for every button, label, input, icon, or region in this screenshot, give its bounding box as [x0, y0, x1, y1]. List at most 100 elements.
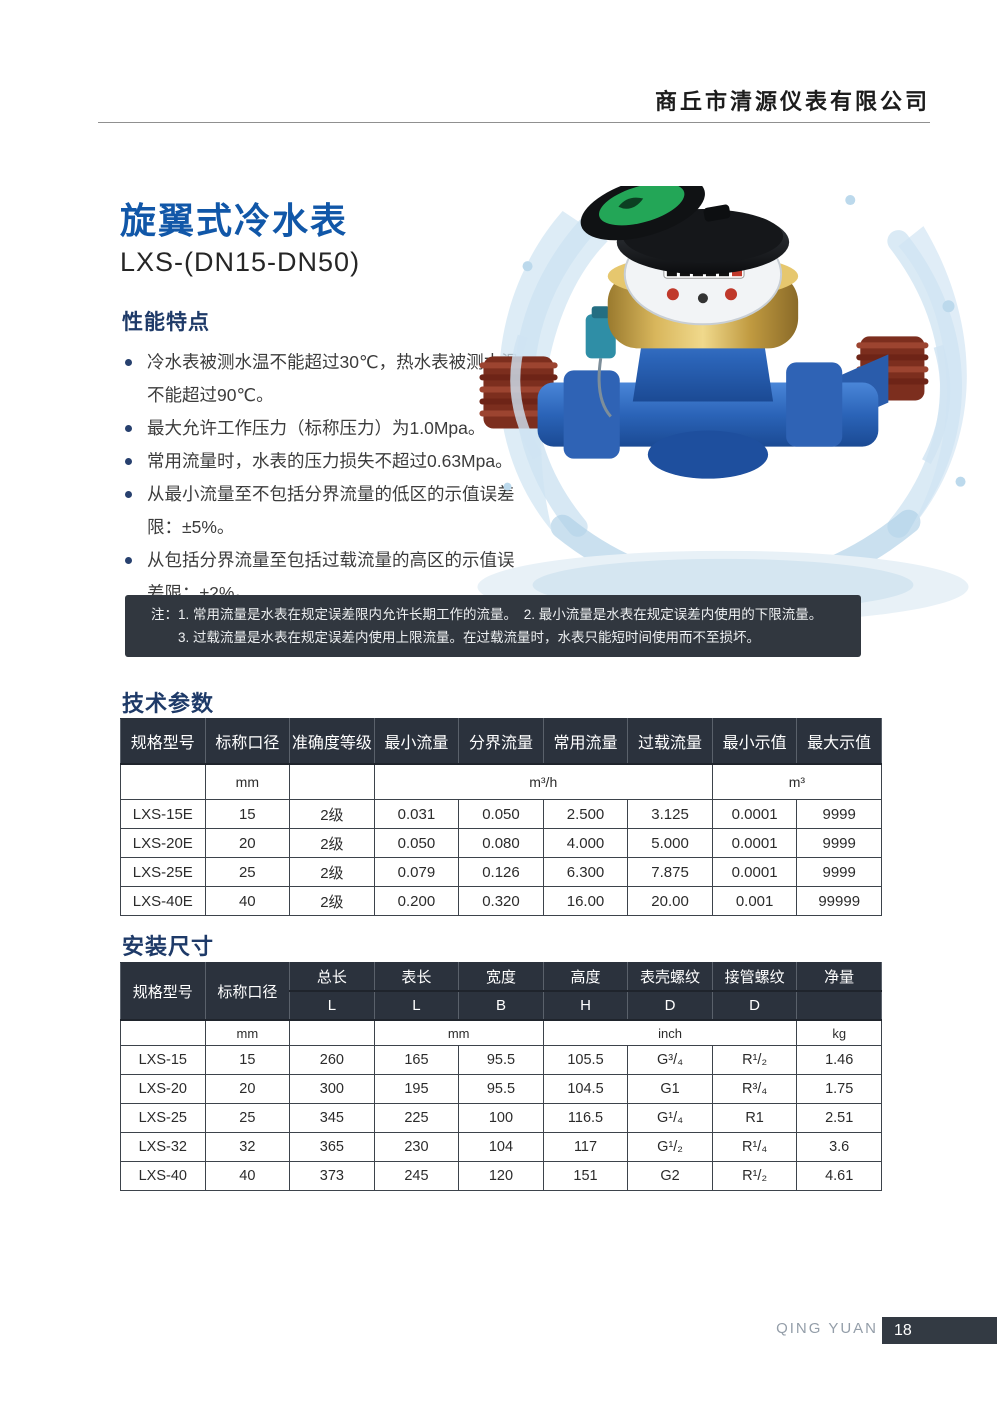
table-cell: G2 — [627, 1161, 713, 1191]
product-photo — [466, 175, 990, 632]
table-cell: 2级 — [289, 886, 375, 916]
column-symbol — [796, 990, 882, 1021]
footer-brand: QING YUAN — [776, 1320, 878, 1337]
table-cell: 105.5 — [542, 1045, 629, 1075]
table-cell: 0.079 — [373, 857, 460, 887]
unit-cell: kg — [796, 1019, 882, 1046]
table-cell: 225 — [373, 1103, 460, 1133]
column-symbol: L — [373, 990, 460, 1021]
table-cell: 9999 — [796, 828, 882, 858]
features-list: 冷水表被测水温不能超过30℃，热水表被测水温不能超过90℃。 最大允许工作压力（… — [122, 346, 522, 610]
feature-text: 从最小流量至不包括分界流量的低区的示值误差限：±5%。 — [147, 484, 515, 537]
table-cell: 95.5 — [458, 1074, 544, 1104]
bullet-icon — [125, 458, 132, 465]
table-cell: 1.46 — [796, 1045, 882, 1075]
install-units-row: mm mm inch kg — [120, 1019, 882, 1046]
column-header: 分界流量 — [458, 718, 544, 765]
note-line: 注：1. 常用流量是水表在规定误差限内允许长期工作的流量。 2. 最小流量是水表… — [151, 607, 823, 622]
feature-item: 冷水表被测水温不能超过30℃，热水表被测水温不能超过90℃。 — [122, 346, 522, 412]
table-cell: 2级 — [289, 857, 375, 887]
table-row: LXS-20E 20 2级 0.050 0.080 4.000 5.000 0.0001 999… — [120, 828, 882, 858]
column-symbol: D — [627, 990, 713, 1021]
bullet-icon — [125, 557, 132, 564]
table-cell: 0.200 — [373, 886, 460, 916]
table-cell: 2级 — [289, 799, 375, 829]
table-row: LXS-40E 40 2级 0.200 0.320 16.00 20.00 0.001 9999… — [120, 886, 882, 916]
table-cell: 7.875 — [627, 857, 713, 887]
table-cell: 345 — [289, 1103, 375, 1133]
table-cell: LXS-25 — [120, 1103, 206, 1133]
table-cell: 117 — [542, 1132, 629, 1162]
column-header: 标称口径 — [204, 962, 291, 1021]
unit-cell: inch — [542, 1019, 798, 1046]
table-cell: 104.5 — [542, 1074, 629, 1104]
table-cell: 0.126 — [458, 857, 544, 887]
table-cell: 9999 — [796, 857, 882, 887]
table-cell: 0.0001 — [711, 828, 798, 858]
table-cell: LXS-20E — [120, 828, 206, 858]
table-row: LXS-40 40 373 245 120 151 G2 R¹/₂ 4.61 — [120, 1161, 882, 1191]
table-cell: 165 — [373, 1045, 460, 1075]
unit-cell: mm — [204, 1019, 291, 1046]
table-row: LXS-25 25 345 225 100 116.5 G¹/₄ R1 2.51 — [120, 1103, 882, 1133]
feature-text: 常用流量时，水表的压力损失不超过0.63Mpa。 — [147, 451, 513, 471]
feature-item: 常用流量时，水表的压力损失不超过0.63Mpa。 — [122, 445, 522, 478]
table-cell: LXS-40 — [120, 1161, 206, 1191]
table-cell: 40 — [204, 886, 291, 916]
table-cell: 15 — [204, 799, 291, 829]
tech-table: 规格型号 标称口径 准确度等级 最小流量 分界流量 常用流量 过载流量 最小示值… — [120, 718, 883, 916]
unit-cell: mm — [204, 763, 291, 800]
column-header: 接管螺纹 — [711, 962, 798, 992]
column-header: 最大示值 — [796, 718, 882, 765]
table-row: LXS-32 32 365 230 104 117 G¹/₂ R¹/₄ 3.6 — [120, 1132, 882, 1162]
table-row: LXS-25E 25 2级 0.079 0.126 6.300 7.875 0.0001 999… — [120, 857, 882, 887]
unit-cell — [289, 1019, 375, 1046]
header-divider — [98, 122, 930, 123]
table-cell: 2.500 — [542, 799, 629, 829]
install-table: 规格型号 标称口径 总长 表长 宽度 高度 表壳螺纹 接管螺纹 净量 L L B… — [120, 962, 882, 1191]
column-symbol: H — [542, 990, 629, 1021]
table-cell: G1 — [627, 1074, 713, 1104]
table-cell: 100 — [458, 1103, 544, 1133]
footer-page-bar: 18 — [882, 1317, 997, 1344]
table-cell: 4.61 — [796, 1161, 882, 1191]
table-cell: LXS-25E — [120, 857, 206, 887]
bullet-icon — [125, 491, 132, 498]
table-cell: 25 — [204, 857, 291, 887]
table-cell: LXS-15E — [120, 799, 206, 829]
features-heading: 性能特点 — [122, 311, 210, 334]
feature-text: 冷水表被测水温不能超过30℃，热水表被测水温不能超过90℃。 — [147, 352, 519, 405]
tech-header-row: 规格型号 标称口径 准确度等级 最小流量 分界流量 常用流量 过载流量 最小示值… — [120, 718, 882, 765]
unit-cell — [289, 763, 375, 800]
table-cell: 4.000 — [542, 828, 629, 858]
table-cell: 20 — [204, 828, 291, 858]
column-header: 总长 — [289, 962, 375, 992]
table-row: LXS-20 20 300 195 95.5 104.5 G1 R³/₄ 1.75 — [120, 1074, 882, 1104]
unit-cell: m³/h — [373, 763, 713, 800]
install-dims-heading: 安装尺寸 — [122, 934, 215, 959]
product-model-range: LXS-(DN15-DN50) — [120, 247, 361, 277]
table-cell: 151 — [542, 1161, 629, 1191]
table-cell: LXS-40E — [120, 886, 206, 916]
features-section: 性能特点 冷水表被测水温不能超过30℃，热水表被测水温不能超过90℃。 最大允许… — [122, 306, 522, 610]
table-row: LXS-15 15 260 165 95.5 105.5 G³/₄ R¹/₂ 1.46 — [120, 1045, 882, 1075]
table-cell: 20 — [204, 1074, 291, 1104]
table-cell: 9999 — [796, 799, 882, 829]
table-cell: G¹/₂ — [627, 1132, 713, 1162]
table-cell: 6.300 — [542, 857, 629, 887]
table-cell: R1 — [711, 1103, 798, 1133]
table-row: LXS-15E 15 2级 0.031 0.050 2.500 3.125 0.0001 999… — [120, 799, 882, 829]
column-header: 规格型号 — [120, 962, 206, 1021]
feature-item: 从最小流量至不包括分界流量的低区的示值误差限：±5%。 — [122, 478, 522, 544]
bullet-icon — [125, 359, 132, 366]
table-cell: 40 — [204, 1161, 291, 1191]
table-cell: 195 — [373, 1074, 460, 1104]
table-cell: 365 — [289, 1132, 375, 1162]
table-cell: 0.031 — [373, 799, 460, 829]
table-cell: 0.050 — [458, 799, 544, 829]
install-header-row-1: 规格型号 标称口径 总长 表长 宽度 高度 表壳螺纹 接管螺纹 净量 — [120, 962, 882, 1021]
table-cell: 0.080 — [458, 828, 544, 858]
table-cell: 0.001 — [711, 886, 798, 916]
table-cell: 0.320 — [458, 886, 544, 916]
